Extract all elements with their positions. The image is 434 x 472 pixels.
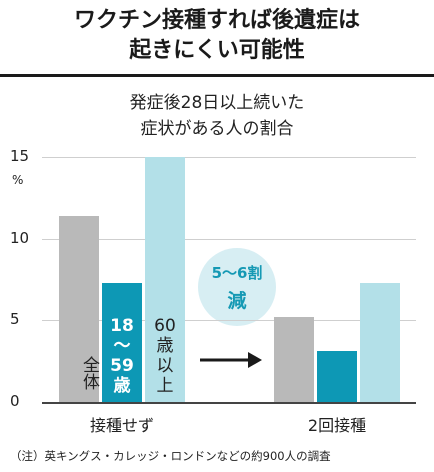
series-label: 全体 xyxy=(79,356,99,390)
footnote: （注）英キングス・カレッジ・ロンドンなどの約900人の調査 xyxy=(10,449,331,463)
y-tick-label: 0 xyxy=(10,392,20,410)
bar xyxy=(59,215,99,402)
callout-word: 減 xyxy=(227,290,247,312)
bar xyxy=(145,157,185,402)
x-category-label: 接種せず xyxy=(89,416,154,435)
series-label: 18 〜 59 歳 xyxy=(110,316,134,396)
gridline xyxy=(42,157,416,158)
bar xyxy=(102,282,142,402)
chart-title-line1: 発症後28日以上続いた xyxy=(129,93,305,113)
headline-line1: ワクチン接種すれば後遺症は xyxy=(73,8,360,33)
y-tick-label: 10 xyxy=(10,228,30,247)
headline-line2: 起きにくい可能性 xyxy=(129,38,305,63)
headline: ワクチン接種すれば後遺症は 起きにくい可能性 xyxy=(0,6,434,66)
reduction-callout: 5〜6割 減 xyxy=(198,248,276,326)
gridline xyxy=(42,320,416,322)
y-tick-label: 5 xyxy=(10,310,20,329)
chart-title-line2: 症状がある人の割合 xyxy=(140,119,294,139)
bar xyxy=(360,282,400,402)
bar xyxy=(317,351,357,402)
chart-title: 発症後28日以上続いた 症状がある人の割合 xyxy=(0,90,434,142)
x-axis-line xyxy=(42,402,416,404)
callout-range: 5〜6割 xyxy=(211,264,263,282)
headline-rule xyxy=(0,74,434,77)
bar xyxy=(274,317,314,402)
x-category-label: 2回接種 xyxy=(307,416,367,435)
y-tick-label: 15 xyxy=(10,147,30,165)
gridline xyxy=(42,238,416,240)
y-unit: % xyxy=(12,173,24,187)
right-arrow-icon xyxy=(200,352,262,368)
series-label: 60 歳 以 上 xyxy=(154,316,176,396)
